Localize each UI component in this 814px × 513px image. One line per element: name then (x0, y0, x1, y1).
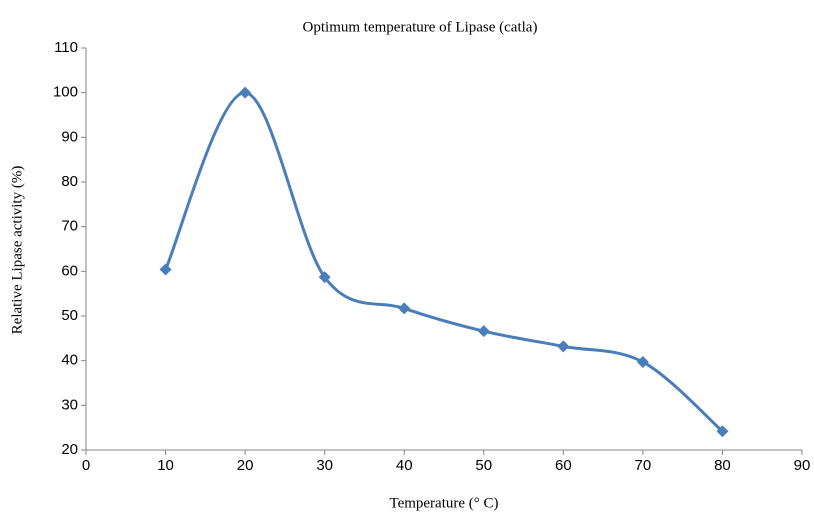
x-tick-label: 40 (396, 457, 413, 474)
x-tick-label: 90 (794, 457, 811, 474)
marker (398, 302, 411, 315)
chart-title: Optimum temperature of Lipase (catla) (303, 19, 538, 35)
marker (318, 271, 331, 284)
y-tick-label: 20 (61, 441, 78, 458)
y-tick-label: 100 (53, 84, 78, 101)
y-tick-label: 80 (61, 173, 78, 190)
marker (636, 356, 649, 369)
y-tick-label: 90 (61, 128, 78, 145)
x-tick-label: 10 (157, 457, 174, 474)
marker (477, 325, 490, 338)
marker (557, 340, 570, 353)
y-tick-label: 110 (54, 39, 78, 56)
y-tick-label: 50 (61, 307, 78, 324)
y-tick-label: 30 (61, 396, 78, 413)
x-tick-label: 20 (237, 457, 254, 474)
marker (716, 425, 729, 438)
x-tick-label: 60 (555, 457, 572, 474)
y-tick-label: 60 (61, 262, 78, 279)
x-tick-label: 80 (714, 457, 731, 474)
marker (159, 263, 172, 276)
y-axis-title: Relative Lipase activity (%) (9, 166, 25, 335)
x-tick-label: 30 (316, 457, 333, 474)
x-tick-label: 70 (635, 457, 652, 474)
y-tick-label: 70 (61, 218, 78, 235)
x-axis-title: Temperature (° C) (389, 495, 498, 511)
x-tick-label: 0 (82, 457, 90, 474)
x-tick-label: 50 (475, 457, 492, 474)
series-line (164, 91, 724, 433)
marker (239, 86, 252, 99)
y-tick-label: 40 (61, 352, 78, 369)
